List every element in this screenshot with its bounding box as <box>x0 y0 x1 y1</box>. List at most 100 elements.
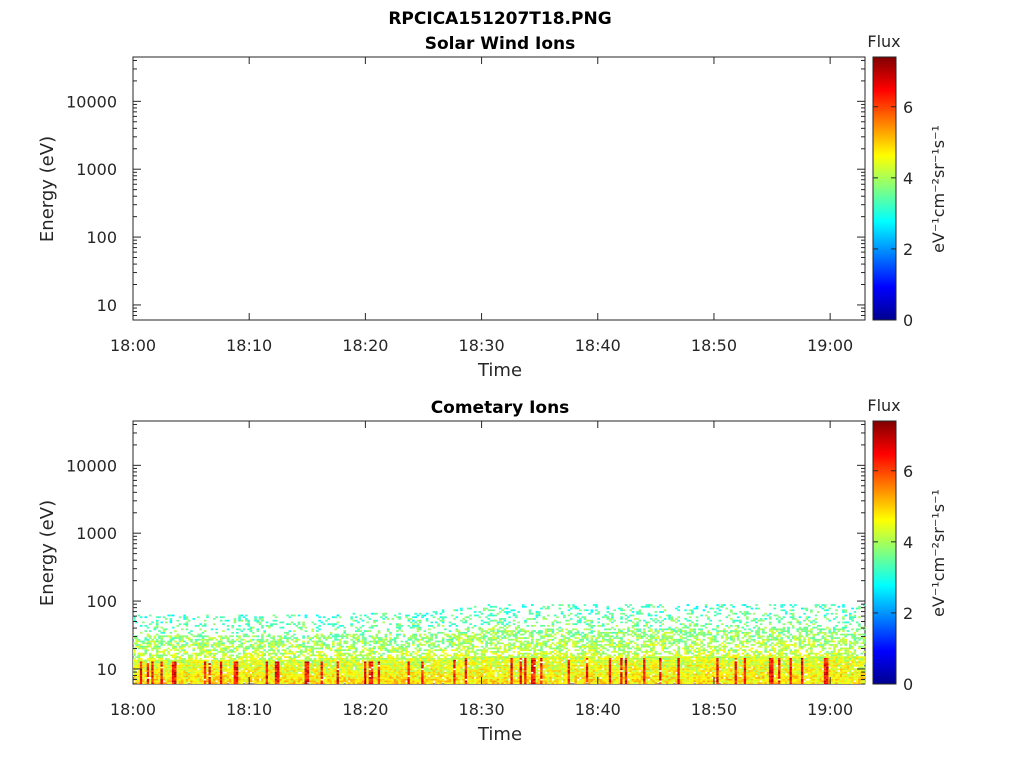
heat-cell <box>325 645 328 648</box>
heat-cell <box>389 656 392 658</box>
heat-cell <box>171 659 175 662</box>
heat-cell <box>320 654 324 657</box>
heat-cell <box>412 661 415 664</box>
heat-cell <box>412 673 415 676</box>
heat-cell <box>526 656 530 658</box>
heat-cell <box>265 638 269 641</box>
heat-cell <box>306 645 310 648</box>
heat-cell <box>519 652 523 655</box>
heat-cell <box>302 654 305 657</box>
heat-cell <box>197 680 200 683</box>
heat-cell <box>185 616 189 619</box>
heat-cell <box>279 671 282 674</box>
heat-cell <box>510 644 514 646</box>
heat-cell <box>203 659 207 662</box>
heat-cell <box>448 682 452 684</box>
heat-cell <box>206 668 209 671</box>
heat-cell <box>160 631 164 634</box>
heat-cell <box>137 656 141 658</box>
heat-cell <box>332 623 335 626</box>
heat-cell <box>318 644 321 646</box>
heat-cell <box>464 656 468 658</box>
heat-cell <box>183 635 186 638</box>
heat-cell <box>354 616 358 619</box>
heat-cell <box>320 661 324 664</box>
heat-cell <box>393 657 397 660</box>
heat-cell <box>457 671 461 674</box>
heat-cell <box>334 664 337 667</box>
heat-cell <box>197 652 200 655</box>
heat-cell <box>551 682 555 684</box>
heat-cell <box>434 649 438 652</box>
heat-cell <box>553 659 557 662</box>
heat-cell <box>393 647 397 650</box>
heat-cell <box>222 654 225 657</box>
heat-cell <box>267 663 271 665</box>
heat-cell <box>515 671 518 674</box>
heat-cell <box>242 661 246 664</box>
heat-cell <box>258 657 262 660</box>
heat-cell <box>535 682 539 684</box>
heat-cell <box>482 649 486 652</box>
heat-cell <box>414 680 417 683</box>
heat-cell <box>299 668 303 671</box>
heat-cell <box>263 661 266 664</box>
heat-cell <box>261 678 264 681</box>
heat-cell <box>572 605 575 608</box>
heat-cell <box>478 611 481 613</box>
heat-cell <box>293 637 296 639</box>
heat-cell <box>469 666 472 669</box>
heat-cell <box>279 673 282 676</box>
heat-cell <box>469 607 472 610</box>
heat-cell <box>455 637 459 639</box>
heat-cell <box>496 642 500 645</box>
heat-cell <box>354 678 358 681</box>
heat-cell <box>476 675 479 678</box>
heat-cell <box>425 673 429 676</box>
heat-cell <box>142 654 145 657</box>
heat-cell <box>178 657 182 660</box>
heat-cell <box>567 668 571 671</box>
heat-cell <box>336 666 340 669</box>
heat-cell <box>162 666 166 669</box>
heat-cell <box>494 633 498 636</box>
heat-cell <box>531 642 534 645</box>
heat-cell <box>288 680 292 683</box>
heat-cell <box>473 668 477 671</box>
heat-cell <box>382 668 385 671</box>
heat-cell <box>521 649 525 652</box>
heat-cell <box>208 666 212 669</box>
heat-cell <box>496 673 500 676</box>
heat-cell <box>503 649 507 652</box>
heat-cell <box>219 640 223 643</box>
heat-cell <box>377 677 381 679</box>
heat-cell <box>556 616 559 619</box>
heat-cell <box>407 668 411 671</box>
heat-cell <box>565 631 568 634</box>
heat-cell <box>569 652 573 655</box>
heat-cell <box>453 680 456 683</box>
heat-cell <box>480 637 484 639</box>
heat-cell <box>469 644 472 646</box>
heat-cell <box>210 649 214 652</box>
heat-cell <box>354 673 358 676</box>
heat-cell <box>183 657 186 660</box>
heat-cell <box>283 668 287 671</box>
heat-cell <box>402 647 406 650</box>
heat-cell <box>229 666 232 669</box>
heat-cell <box>267 678 271 681</box>
heat-cell <box>297 651 301 653</box>
heat-cell <box>510 647 514 650</box>
heat-cell <box>229 661 232 664</box>
heat-cell <box>254 619 257 622</box>
heat-cell <box>364 673 367 676</box>
heat-cell <box>519 657 523 660</box>
heat-cell <box>398 625 401 627</box>
heat-cell <box>512 677 516 679</box>
heat-cell <box>238 682 241 684</box>
heat-cell <box>302 677 305 679</box>
heat-cell <box>380 668 383 671</box>
heat-cell <box>437 664 440 667</box>
heat-cell <box>524 640 527 643</box>
heat-cell <box>503 670 507 672</box>
